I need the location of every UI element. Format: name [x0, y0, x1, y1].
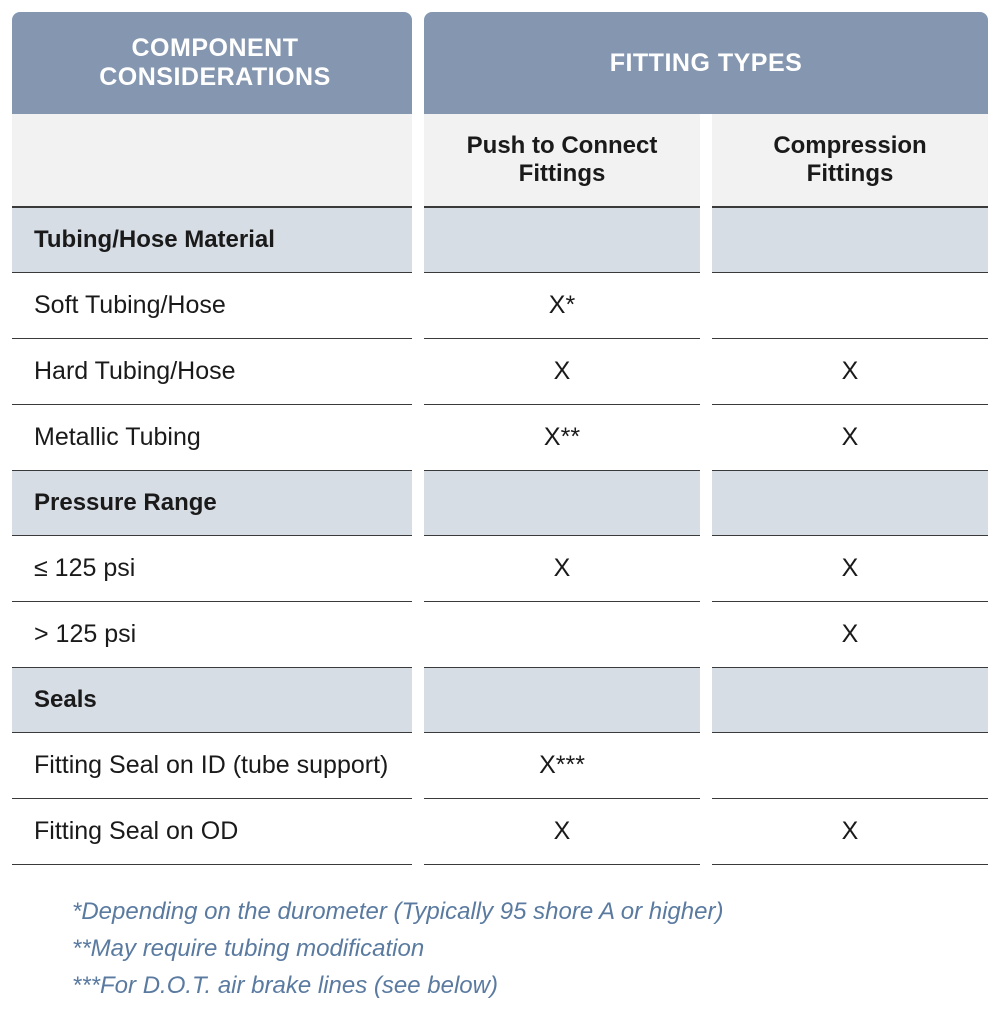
main-header-right: FITTING TYPES — [424, 12, 988, 114]
table-column-header: Push to Connect Fittings Compression Fit… — [12, 114, 988, 208]
row-cell-compression: X — [712, 339, 988, 405]
row-label: > 125 psi — [12, 602, 412, 668]
table-row: Fitting Seal on ID (tube support) X*** — [12, 732, 988, 799]
row-cell-push: X** — [424, 405, 700, 471]
row-label: Soft Tubing/Hose — [12, 272, 412, 339]
row-cell-push: X — [424, 535, 700, 602]
row-cell-push: X*** — [424, 732, 700, 799]
section-blank — [424, 668, 700, 732]
row-cell-push: X — [424, 799, 700, 865]
table-main-header: COMPONENT CONSIDERATIONS FITTING TYPES — [12, 12, 988, 114]
section-blank — [712, 208, 988, 272]
section-header: Seals — [12, 668, 988, 732]
section-title: Pressure Range — [12, 471, 412, 535]
footnote: *Depending on the durometer (Typically 9… — [72, 893, 988, 930]
section-blank — [712, 471, 988, 535]
table-row: Fitting Seal on OD X X — [12, 799, 988, 865]
table-row: Metallic Tubing X** X — [12, 405, 988, 471]
row-cell-compression: X — [712, 602, 988, 668]
row-label: Metallic Tubing — [12, 405, 412, 471]
row-cell-compression — [712, 272, 988, 339]
column-header-push: Push to Connect Fittings — [424, 114, 700, 208]
row-cell-compression: X — [712, 535, 988, 602]
row-cell-push — [424, 602, 700, 668]
table-row: > 125 psi X — [12, 602, 988, 668]
section-title: Tubing/Hose Material — [12, 208, 412, 272]
row-label: Fitting Seal on OD — [12, 799, 412, 865]
column-header-blank — [12, 114, 412, 208]
row-cell-push: X* — [424, 272, 700, 339]
section-blank — [424, 471, 700, 535]
row-label: Fitting Seal on ID (tube support) — [12, 732, 412, 799]
fitting-comparison-table: COMPONENT CONSIDERATIONS FITTING TYPES P… — [12, 12, 988, 865]
row-cell-compression: X — [712, 405, 988, 471]
row-cell-compression: X — [712, 799, 988, 865]
section-header: Tubing/Hose Material — [12, 208, 988, 272]
section-header: Pressure Range — [12, 471, 988, 535]
footnote: **May require tubing modification — [72, 930, 988, 967]
row-label: ≤ 125 psi — [12, 535, 412, 602]
row-cell-push: X — [424, 339, 700, 405]
row-label: Hard Tubing/Hose — [12, 339, 412, 405]
row-cell-compression — [712, 732, 988, 799]
footnote: ***For D.O.T. air brake lines (see below… — [72, 967, 988, 1004]
section-blank — [712, 668, 988, 732]
section-title: Seals — [12, 668, 412, 732]
section-blank — [424, 208, 700, 272]
column-header-compression: Compression Fittings — [712, 114, 988, 208]
table-row: Hard Tubing/Hose X X — [12, 339, 988, 405]
footnotes: *Depending on the durometer (Typically 9… — [12, 893, 988, 1005]
table-row: Soft Tubing/Hose X* — [12, 272, 988, 339]
main-header-left: COMPONENT CONSIDERATIONS — [12, 12, 412, 114]
table-row: ≤ 125 psi X X — [12, 535, 988, 602]
